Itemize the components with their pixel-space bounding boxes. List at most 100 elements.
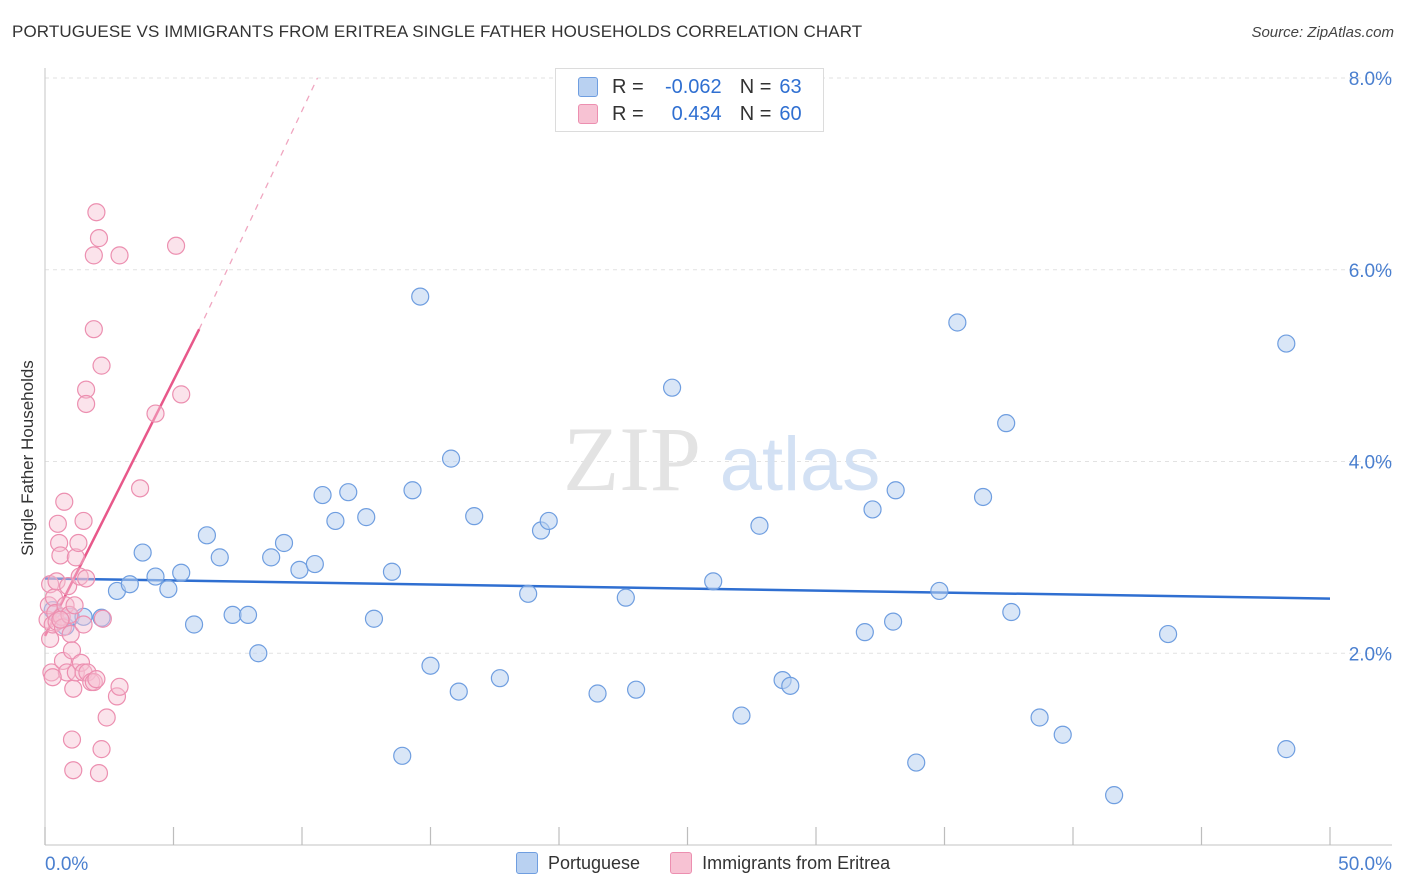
portuguese-point: [662, 378, 682, 397]
eritrea-point: [84, 246, 103, 265]
eritrea-point: [53, 651, 73, 671]
watermark: ZIP atlas: [563, 408, 880, 510]
portuguese-point: [411, 287, 430, 306]
r-label: R =: [612, 102, 644, 125]
portuguese-point: [465, 507, 484, 526]
eritrea-point: [41, 629, 60, 648]
portuguese-point: [588, 684, 607, 703]
stats-row-portuguese: R = -0.062 N = 63: [578, 74, 802, 100]
eritrea-point: [62, 730, 82, 749]
portuguese-point: [948, 313, 967, 332]
axes: [44, 68, 1392, 846]
pink-swatch-icon: [670, 852, 693, 874]
y-tick-label: 4.0%: [1349, 453, 1392, 474]
portuguese-point: [1277, 740, 1296, 759]
eritrea-point: [60, 605, 79, 625]
n-label: N =: [739, 102, 772, 125]
portuguese-point: [159, 579, 178, 599]
eritrea-point: [87, 670, 106, 689]
portuguese-point: [262, 548, 281, 567]
eritrea-point: [62, 641, 82, 660]
blue-swatch-icon: [516, 852, 538, 874]
portuguese-point: [1277, 334, 1296, 353]
portuguese-point: [92, 608, 111, 627]
portuguese-point: [997, 414, 1016, 433]
grid-lines: [45, 77, 1392, 654]
eritrea-point: [47, 572, 66, 591]
eritrea-point: [48, 514, 67, 533]
source-label: Source: ZipAtlas.com: [1251, 24, 1394, 41]
portuguese-point: [305, 554, 324, 574]
portuguese-point: [421, 656, 440, 675]
r-value: -0.062: [664, 75, 722, 98]
stats-box: R = -0.062 N = 63 R = 0.434 N = 60: [555, 68, 824, 132]
eritrea-point: [84, 672, 103, 692]
stats-row-eritrea: R = 0.434 N = 60: [578, 101, 802, 127]
portuguese-point: [184, 615, 204, 634]
legend-item-portuguese[interactable]: Portuguese: [516, 852, 640, 874]
eritrea-point: [64, 679, 83, 698]
eritrea-point: [74, 615, 93, 634]
eritrea-point: [61, 624, 80, 644]
eritrea-point: [51, 546, 70, 565]
portuguese-point: [732, 706, 751, 725]
portuguese-point: [626, 680, 646, 699]
legend-label: Immigrants from Eritrea: [702, 852, 891, 873]
eritrea-point: [110, 677, 129, 696]
portuguese-point: [490, 669, 509, 688]
chart-title: PORTUGUESE VS IMMIGRANTS FROM ERITREA SI…: [12, 22, 863, 41]
portuguese-point: [855, 623, 874, 642]
portuguese-point: [326, 511, 345, 531]
portuguese-point: [146, 567, 165, 586]
watermark-zip: ZIP: [563, 408, 701, 510]
eritrea-point: [77, 394, 96, 414]
blue-swatch-icon: [578, 77, 598, 97]
pink-swatch-icon: [578, 104, 598, 124]
eritrea-point: [51, 610, 70, 629]
portuguese-point: [290, 560, 309, 579]
eritrea-trend-extension: [198, 77, 319, 330]
eritrea-point: [66, 548, 85, 567]
portuguese-point: [863, 500, 882, 519]
portuguese-point: [519, 584, 538, 603]
y-tick-label: 8.0%: [1349, 69, 1392, 90]
n-value: 60: [779, 102, 802, 125]
eritrea-point: [78, 663, 97, 682]
trend-lines: [43, 77, 1331, 637]
portuguese-point: [781, 676, 800, 695]
x-tick-label: 0.0%: [45, 854, 88, 875]
eritrea-point: [69, 533, 88, 553]
x-tick-label: 50.0%: [1338, 854, 1392, 875]
portuguese-point: [133, 543, 152, 562]
portuguese-point: [1002, 602, 1021, 622]
portuguese-point: [1030, 708, 1049, 727]
n-value: 63: [779, 75, 802, 98]
legend: Portuguese Immigrants from Eritrea: [516, 852, 920, 874]
eritrea-point: [87, 203, 106, 222]
y-tick-label: 6.0%: [1349, 261, 1392, 282]
eritrea-point: [64, 761, 83, 780]
eritrea-point: [55, 492, 74, 511]
portuguese-point: [274, 533, 294, 553]
portuguese-point: [197, 526, 217, 545]
portuguese-point: [223, 605, 242, 625]
eritrea-point: [166, 236, 186, 255]
portuguese-trend-line: [44, 577, 1331, 600]
eritrea-point: [93, 609, 112, 628]
portuguese-point: [907, 753, 926, 772]
eritrea-point: [77, 569, 96, 588]
portuguese-point: [357, 508, 376, 527]
portuguese-point: [393, 746, 412, 765]
portuguese-point: [382, 562, 402, 581]
eritrea-point: [146, 404, 165, 423]
portuguese-point: [449, 682, 468, 701]
eritrea-point: [92, 740, 111, 759]
legend-item-eritrea[interactable]: Immigrants from Eritrea: [670, 852, 890, 874]
watermark-atlas: atlas: [720, 422, 881, 507]
eritrea-point: [84, 320, 103, 339]
r-label: R =: [612, 75, 644, 98]
n-label: N =: [739, 75, 772, 98]
eritrea-point: [43, 668, 62, 687]
portuguese-point: [750, 516, 769, 535]
